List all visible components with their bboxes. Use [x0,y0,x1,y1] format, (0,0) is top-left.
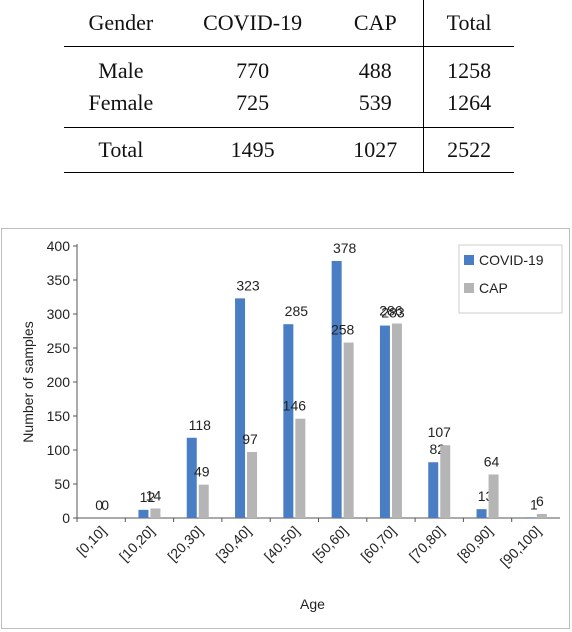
x-tick-label: [80,90] [454,523,496,565]
table-cell: 770 [236,57,270,83]
data-label: 64 [484,453,500,469]
age-bar-chart: 05010015020025030035040000[0,10]1214[10,… [20,238,563,612]
table-row: Male 770 488 1258 [64,46,514,87]
data-label: 258 [331,322,355,338]
data-label: 286 [379,303,403,319]
bar-covid19 [138,509,149,518]
table-cell: Total [64,126,178,172]
y-tick-label: 350 [47,272,71,288]
table-header-cell: Gender [64,0,178,47]
table-cell: 1027 [327,126,424,172]
bar-covid19 [524,517,535,518]
data-label: 378 [333,240,357,256]
table-cell: 725 [236,89,270,115]
table-cell: 1495 [177,126,328,172]
data-label: 1 [530,496,538,512]
data-label: 12 [140,489,156,505]
data-label: 97 [242,431,258,447]
table-cell: 1258 [423,46,514,87]
gender-table: Gender COVID-19 CAP Total Male 770 488 1… [64,0,514,173]
y-axis-label: Number of samples [20,321,36,442]
x-tick-label: [0,10] [73,523,109,559]
bar-cap [295,418,306,518]
data-label: 14 [146,487,162,503]
x-tick-label: [60,70] [357,523,399,565]
table-cell: 2522 [423,126,514,172]
y-tick-label: 250 [47,340,71,356]
x-tick-label: [90,100] [497,523,544,570]
bar-covid19 [235,298,246,518]
y-tick-label: 300 [47,306,71,322]
bar-covid19 [476,509,487,518]
gender-table-container: Gender COVID-19 CAP Total Male 770 488 1… [64,0,514,173]
legend-label: CAP [479,280,508,296]
data-label: 107 [428,424,452,440]
y-tick-label: 200 [47,374,71,390]
age-chart-frame: 0 50 100 150 200 250 300 350 400 0 0 [0,10] 12 14 [10,… [1,228,570,629]
bar-covid19 [428,462,439,518]
data-label: 118 [189,417,212,433]
y-tick-label: 150 [47,408,71,424]
table-cell: 488 [358,57,392,83]
data-label: 285 [285,303,309,319]
bar-cap [536,513,547,518]
bar-cap [247,452,258,518]
table-cell: 1264 [423,86,514,127]
x-tick-label: [40,50] [261,523,303,565]
x-tick-label: [20,30] [164,523,206,565]
data-label: 0 [95,497,103,513]
legend-label: COVID-19 [479,252,544,268]
legend-swatch [464,255,474,265]
legend-box [458,244,563,314]
bar-cap [343,342,354,518]
bar-covid19 [186,437,197,518]
legend-swatch [464,283,474,293]
data-label: 49 [194,464,210,480]
table-cell: Male [98,57,144,83]
bar-cap [488,474,499,518]
bar-cap [150,508,161,518]
bar-covid19 [379,325,390,518]
table-header-cell: CAP [327,0,424,47]
x-axis-label: Age [300,596,325,612]
table-header-cell: COVID-19 [177,0,328,47]
y-tick-label: 400 [47,238,71,254]
y-tick-label: 50 [54,476,70,492]
data-label: 0 [101,497,109,513]
table-row: Female 725 539 1264 [64,86,514,127]
data-label: 146 [283,398,307,414]
x-tick-label: [10,20] [116,523,158,565]
table-total-row: Total 1495 1027 2522 [64,126,514,172]
bar-cap [391,323,402,518]
bar-cap [198,484,209,518]
data-label: 283 [381,305,405,321]
y-tick-label: 0 [62,510,70,526]
bar-covid19 [331,260,342,518]
y-tick-label: 100 [47,442,71,458]
table-header-cell: Total [423,0,514,47]
bar-cap [440,445,451,518]
table-cell: 539 [358,89,392,115]
data-label: 323 [236,277,260,293]
x-tick-label: [30,40] [213,523,255,565]
table-cell: Female [88,89,154,115]
bar-covid19 [283,324,294,518]
x-tick-label: [70,80] [406,523,448,565]
table-header-row: Gender COVID-19 CAP Total [64,0,514,47]
x-tick-label: [50,60] [309,523,351,565]
data-label: 6 [536,493,544,509]
